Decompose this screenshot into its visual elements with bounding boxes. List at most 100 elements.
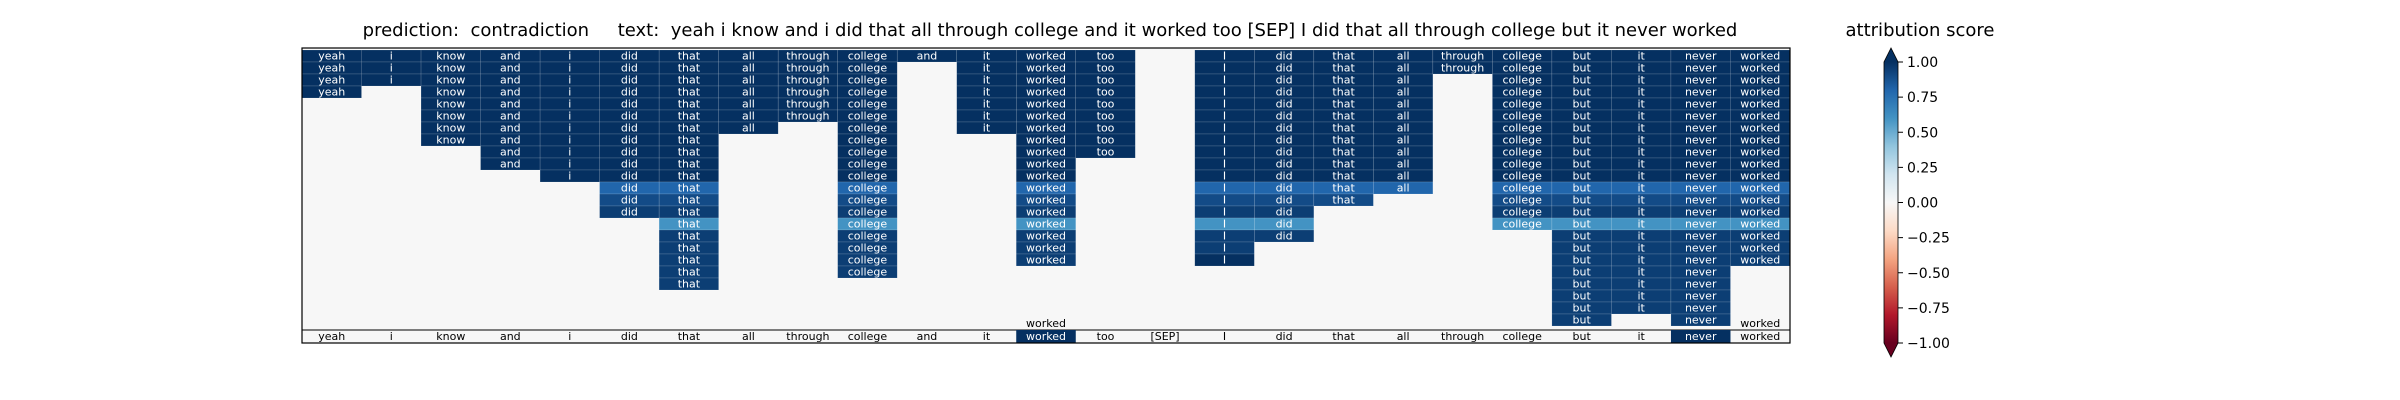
heatmap-cell-label: it (1638, 218, 1646, 231)
heatmap-cell-label: I (1223, 158, 1226, 171)
heatmap-cell-label: i (568, 62, 571, 75)
heatmap-cell-label: it (1638, 206, 1646, 219)
colorbar-tick-label: 1.00 (1907, 55, 1938, 71)
heatmap-cell-label: did (621, 62, 638, 75)
heatmap-cell-label: worked (1740, 122, 1780, 135)
heatmap-cell-label: that (1332, 110, 1355, 123)
heatmap-cell-label: through (786, 62, 829, 75)
token-label: [SEP] (1150, 330, 1179, 343)
heatmap-cell-label: i (568, 98, 571, 111)
heatmap-cell-label: i (390, 74, 393, 87)
heatmap-cell (361, 73, 422, 87)
heatmap-cell-label: never (1685, 182, 1717, 195)
colorbar-tick-label: −1.00 (1907, 336, 1950, 352)
heatmap-cell-label: all (1397, 74, 1410, 87)
heatmap-cell-label: know (436, 98, 465, 111)
heatmap-cell-label: that (678, 242, 701, 255)
heatmap-cell-label: college (1502, 146, 1542, 159)
heatmap-cell-label: I (1223, 218, 1226, 231)
heatmap-cell-label: it (1638, 86, 1646, 99)
heatmap-cell-label: i (568, 86, 571, 99)
heatmap-cell-label: too (1097, 62, 1115, 75)
heatmap-cell-label: I (1223, 230, 1226, 243)
heatmap-cell-label: all (1397, 98, 1410, 111)
heatmap-cell-label: worked (1026, 194, 1066, 207)
colorbar-tick-label: −0.25 (1907, 231, 1950, 247)
heatmap-cell-label: that (678, 62, 701, 75)
heatmap-cell-label: never (1685, 254, 1717, 267)
heatmap-cell-label: did (621, 110, 638, 123)
heatmap-cell (718, 121, 779, 135)
heatmap-cell-label: college (1502, 182, 1542, 195)
heatmap-cell-label: but (1573, 74, 1592, 87)
heatmap-cell-label: but (1573, 158, 1592, 171)
heatmap-cell-label: worked (1026, 74, 1066, 87)
heatmap-group: yeahyeahyeahyeahiiiknowknowknowknowknowk… (301, 47, 1791, 344)
heatmap-cell-label: it (983, 74, 991, 87)
heatmap-cell-label: I (1223, 86, 1226, 99)
heatmap-cell-label: worked (1026, 62, 1066, 75)
heatmap-cell-label: college (1502, 194, 1542, 207)
token-label: and (500, 330, 521, 343)
heatmap-cell-label: that (1332, 86, 1355, 99)
heatmap-cell-label: college (848, 158, 888, 171)
heatmap-cell-label: all (1397, 110, 1410, 123)
heatmap-cell-label: all (1397, 86, 1410, 99)
heatmap-cell-label: worked (1740, 206, 1780, 219)
colorbar-body (1884, 62, 1898, 343)
heatmap-cell-label: college (848, 134, 888, 147)
heatmap-cell-label: yeah (318, 62, 345, 75)
heatmap-cell-label: worked (1026, 218, 1066, 231)
heatmap-cell-label: I (1223, 98, 1226, 111)
text-value: yeah i know and i did that all through c… (670, 20, 1738, 41)
heatmap-cell (1551, 313, 1612, 327)
heatmap-cell-label: I (1223, 74, 1226, 87)
heatmap-cell-label: it (1638, 62, 1646, 75)
heatmap-cell-label: college (1502, 110, 1542, 123)
heatmap-cell-label: college (848, 62, 888, 75)
heatmap-cell-label: it (983, 62, 991, 75)
heatmap-cell-label: did (1276, 170, 1293, 183)
heatmap-cell-label: never (1685, 230, 1717, 243)
token-label: it (1638, 330, 1646, 343)
heatmap-cell-label: that (678, 122, 701, 135)
token-label: did (621, 330, 638, 343)
heatmap-cell-label: never (1685, 74, 1717, 87)
heatmap-cell-label: that (678, 110, 701, 123)
heatmap-cell-label: it (1638, 122, 1646, 135)
heatmap-cell-label: but (1573, 206, 1592, 219)
colorbar-tick-label: 0.25 (1907, 160, 1938, 176)
heatmap-cell-label: all (1397, 62, 1410, 75)
heatmap-cell-label: that (678, 194, 701, 207)
heatmap-cell-label: worked (1026, 182, 1066, 195)
heatmap-cell-label: that (1332, 146, 1355, 159)
heatmap-cell-label: that (1332, 182, 1355, 195)
heatmap-cell-label: never (1685, 266, 1717, 279)
heatmap-cell-label: that (678, 278, 701, 291)
heatmap-cell (1313, 193, 1374, 207)
heatmap-cell (837, 265, 898, 279)
heatmap-cell-label: college (848, 254, 888, 267)
heatmap-cell-label: worked (1026, 158, 1066, 171)
heatmap-cell-label: all (742, 50, 755, 63)
heatmap-cell-label: worked (1026, 254, 1066, 267)
heatmap-cell-label: worked (1026, 170, 1066, 183)
heatmap-cell-label: know (436, 50, 465, 63)
heatmap-cell-label: did (1276, 62, 1293, 75)
token-label: all (742, 330, 755, 343)
heatmap-cell-label: college (848, 182, 888, 195)
heatmap-cell-label: through (786, 86, 829, 99)
heatmap-cell-label: never (1685, 134, 1717, 147)
heatmap-cell-label: all (742, 74, 755, 87)
heatmap-cell-label: never (1685, 50, 1717, 63)
heatmap-cell-label: it (1638, 134, 1646, 147)
heatmap-cell-label: that (678, 206, 701, 219)
heatmap-cell-label: did (621, 98, 638, 111)
heatmap-cell-label: did (621, 158, 638, 171)
heatmap-cell-label: never (1685, 98, 1717, 111)
heatmap-cell-label: did (1276, 50, 1293, 63)
heatmap-cell-label: it (1638, 182, 1646, 195)
heatmap-cell-label: yeah (318, 86, 345, 99)
colorbar: 1.00 0.75 0.50 0.25 0.00 −0.25 −0.50 −0.75 −1.00 (1883, 47, 1950, 358)
heatmap-cell-label: all (742, 122, 755, 135)
